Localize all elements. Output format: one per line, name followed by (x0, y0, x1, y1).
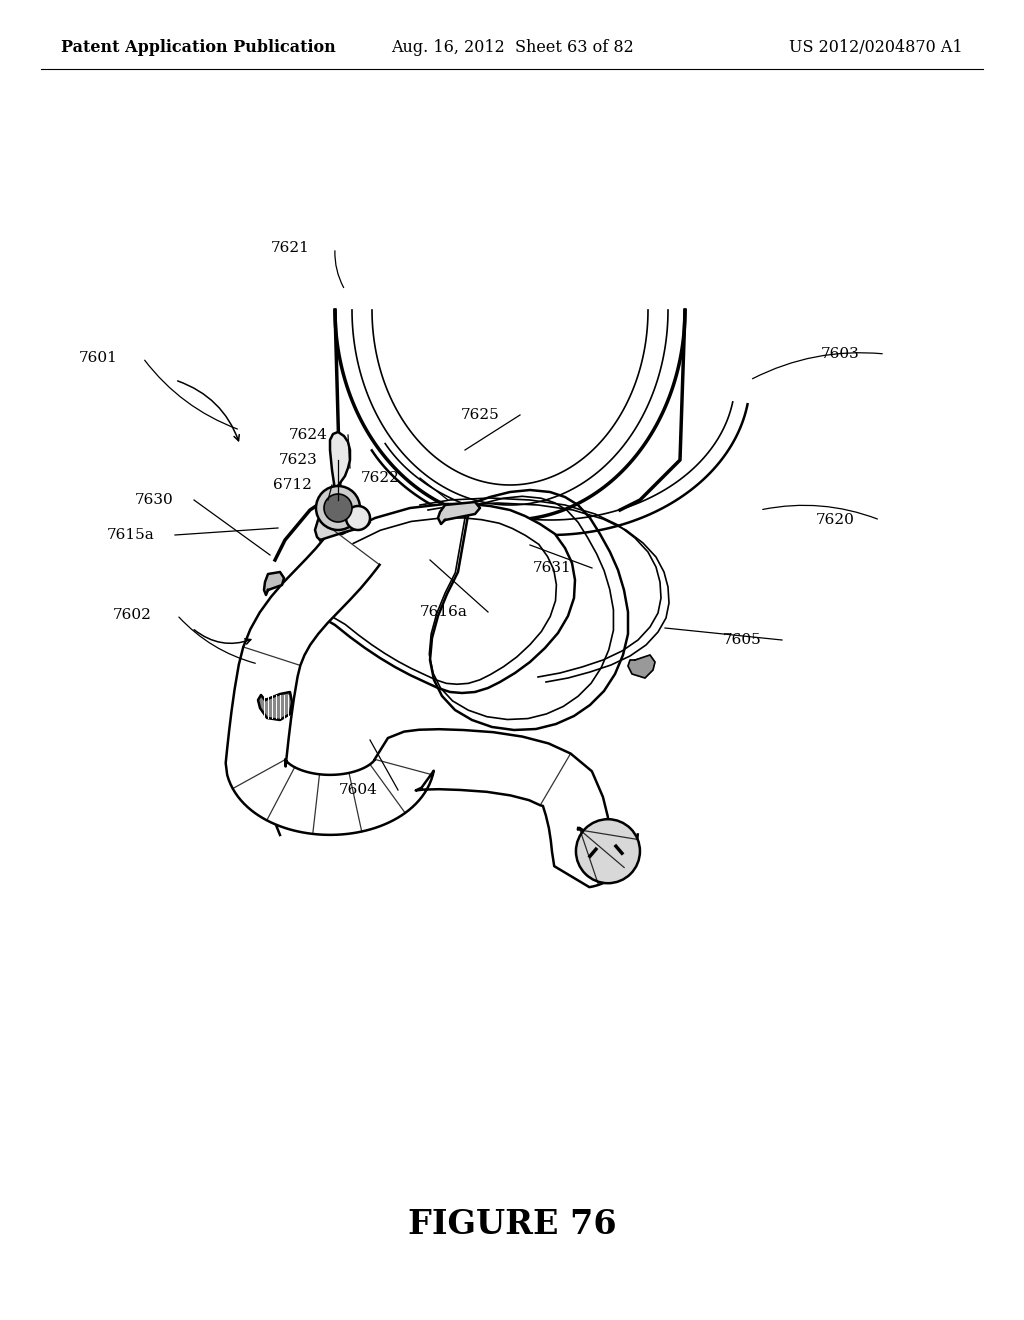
Circle shape (575, 820, 640, 883)
Polygon shape (628, 655, 655, 678)
Circle shape (316, 486, 360, 531)
Text: 7621: 7621 (271, 242, 310, 255)
Text: 7616a: 7616a (420, 605, 468, 619)
Polygon shape (330, 432, 350, 490)
Text: 7620: 7620 (816, 513, 855, 527)
Polygon shape (430, 490, 628, 730)
Text: US 2012/0204870 A1: US 2012/0204870 A1 (788, 40, 963, 55)
Text: 7622: 7622 (361, 471, 400, 484)
Text: 7601: 7601 (79, 351, 118, 366)
Text: 7623: 7623 (280, 453, 318, 467)
Text: 7624: 7624 (289, 428, 328, 442)
Text: 7625: 7625 (461, 408, 500, 422)
Text: Aug. 16, 2012  Sheet 63 of 82: Aug. 16, 2012 Sheet 63 of 82 (390, 40, 634, 55)
Polygon shape (315, 513, 370, 540)
Circle shape (324, 494, 352, 521)
Text: 6712: 6712 (273, 478, 312, 492)
Text: 7602: 7602 (113, 609, 152, 622)
Polygon shape (438, 502, 480, 524)
Text: FIGURE 76: FIGURE 76 (408, 1209, 616, 1241)
Polygon shape (225, 529, 638, 887)
Text: 7603: 7603 (821, 347, 860, 360)
Polygon shape (258, 692, 292, 719)
Text: Patent Application Publication: Patent Application Publication (61, 40, 336, 55)
Text: 7615a: 7615a (108, 528, 155, 543)
Text: 7630: 7630 (135, 492, 174, 507)
Text: 7605: 7605 (723, 634, 762, 647)
Polygon shape (264, 572, 284, 595)
Text: 7631: 7631 (534, 561, 572, 576)
Polygon shape (268, 504, 575, 693)
Circle shape (346, 506, 370, 531)
Text: 7604: 7604 (339, 783, 378, 797)
